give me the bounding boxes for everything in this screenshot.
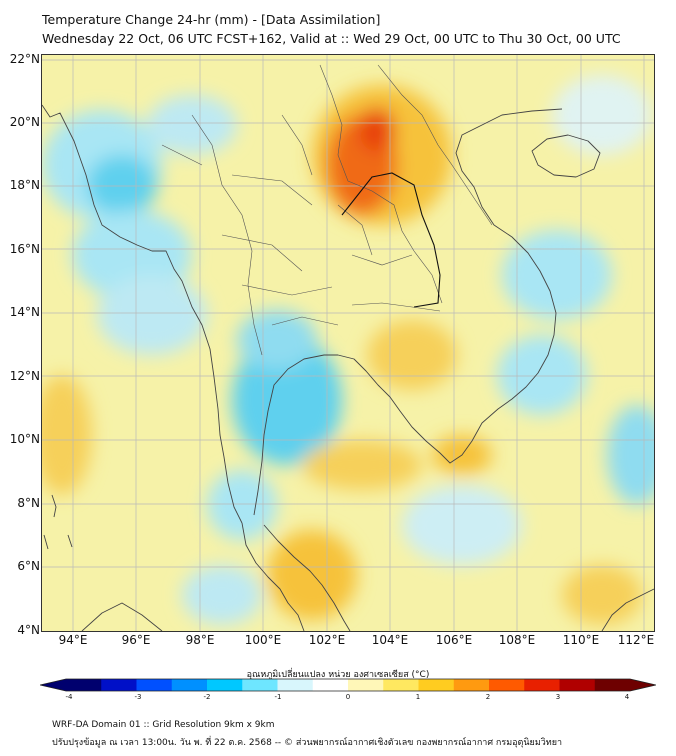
lat-label: 4°N — [17, 623, 40, 637]
cool-area-far-east — [607, 405, 654, 505]
colorbar-segment — [207, 679, 243, 691]
border-thai-burma — [191, 114, 263, 356]
cool-area-gulf-upper — [237, 310, 317, 370]
lon-label: 110°E — [562, 633, 600, 647]
burma-coastline — [42, 104, 243, 524]
lat-label: 16°N — [9, 242, 40, 256]
warm-area-sea — [302, 440, 422, 490]
colorbar-segment — [348, 679, 384, 691]
lon-label: 96°E — [121, 633, 151, 647]
colorbar-segment — [66, 679, 102, 691]
sumatra-coast — [81, 602, 163, 631]
border-vietnam-laos — [377, 64, 493, 226]
coastlines — [42, 104, 654, 631]
gulf-east-coast — [337, 108, 563, 464]
border-laos-thailand — [319, 64, 443, 304]
thailand-northeast-border — [341, 172, 441, 308]
andaman-islands — [43, 494, 73, 550]
cool-area-top-right — [552, 75, 652, 155]
peninsula-east-coast — [253, 354, 338, 516]
lon-label: 94°E — [58, 633, 88, 647]
colorbar-tick: -1 — [274, 693, 282, 701]
colorbar-tick: 0 — [345, 693, 351, 701]
colorbar-tick: -2 — [203, 693, 211, 701]
warm-area-southeast — [562, 565, 642, 625]
lat-label: 14°N — [9, 305, 40, 319]
cool-area-southeast — [402, 485, 522, 565]
colorbar — [40, 678, 656, 692]
lat-label: 18°N — [9, 178, 40, 192]
colorbar-title: อุณหภูมิเปลี่ยนแปลง หน่วย องศาเซลเซียส (… — [246, 670, 430, 680]
colorbar-segment — [594, 679, 631, 691]
colorbar-segment — [559, 679, 596, 691]
map-subtitle: Wednesday 22 Oct, 06 UTC FCST+162, Valid… — [42, 31, 621, 46]
cool-area-northwest-core — [87, 155, 157, 215]
cool-area-south — [182, 565, 262, 625]
colorbar-tick: -3 — [134, 693, 142, 701]
lat-label: 12°N — [9, 369, 40, 383]
colorbar-tick: 3 — [555, 693, 561, 701]
lon-label: 98°E — [185, 633, 215, 647]
colorbar-segment — [101, 679, 137, 691]
colorbar-segment — [453, 679, 490, 691]
peninsula-south-east-coast — [263, 524, 351, 631]
colorbar-segment — [312, 679, 349, 691]
warm-area-west — [42, 375, 92, 495]
province-lines — [161, 114, 413, 326]
colorbar-segment — [524, 679, 560, 691]
colorbar-segment — [136, 679, 173, 691]
lat-label: 22°N — [9, 52, 40, 66]
map-panel — [41, 54, 655, 632]
cool-area-east — [502, 230, 612, 320]
borneo-coast — [601, 588, 654, 631]
borders — [161, 64, 493, 356]
colorbar-segments — [40, 678, 656, 692]
map-title: Temperature Change 24-hr (mm) - [Data As… — [42, 12, 381, 27]
colorbar-segment — [383, 679, 419, 691]
colorbar-min-extend — [40, 679, 66, 691]
colorbar-max-extend — [630, 679, 656, 691]
footer-credit: ปรับปรุงข้อมูล ณ เวลา 13:00น. วัน พ. ที่… — [52, 738, 563, 748]
lon-label: 104°E — [371, 633, 409, 647]
colorbar-tick: -4 — [65, 693, 73, 701]
lat-label: 10°N — [9, 432, 40, 446]
lon-label: 112°E — [617, 633, 655, 647]
colorbar-tick: 2 — [485, 693, 491, 701]
temperature-change-map — [42, 55, 654, 631]
colorbar-tick: 1 — [415, 693, 421, 701]
graticule — [42, 55, 654, 631]
lat-label: 20°N — [9, 115, 40, 129]
cool-area-andaman — [97, 275, 207, 355]
colorbar-segment — [242, 679, 278, 691]
colorbar-outline — [40, 678, 656, 692]
warm-area-cambodia — [367, 320, 457, 390]
lon-label: 106°E — [435, 633, 473, 647]
lon-label: 108°E — [498, 633, 536, 647]
cool-area-gulf — [232, 335, 342, 465]
temperature-field — [42, 75, 654, 625]
colorbar-segment — [418, 679, 455, 691]
lat-label: 6°N — [17, 559, 40, 573]
colorbar-segment — [489, 679, 525, 691]
hainan-island — [531, 134, 601, 178]
country-outline-bold — [341, 172, 441, 308]
lon-label: 100°E — [244, 633, 282, 647]
cool-area-peninsula — [207, 470, 277, 540]
border-thai-cambodia — [351, 302, 441, 312]
cool-area-east-lower — [497, 335, 587, 415]
colorbar-segment — [171, 679, 208, 691]
peninsula-west-coast — [241, 522, 305, 631]
cool-area-north-central — [147, 95, 237, 155]
colorbar-segment — [277, 679, 314, 691]
colorbar-tick: 4 — [624, 693, 630, 701]
lon-label: 102°E — [308, 633, 346, 647]
footer-model-info: WRF-DA Domain 01 :: Grid Resolution 9km … — [52, 720, 275, 730]
lat-label: 8°N — [17, 496, 40, 510]
hottest-area-laos — [359, 108, 395, 152]
